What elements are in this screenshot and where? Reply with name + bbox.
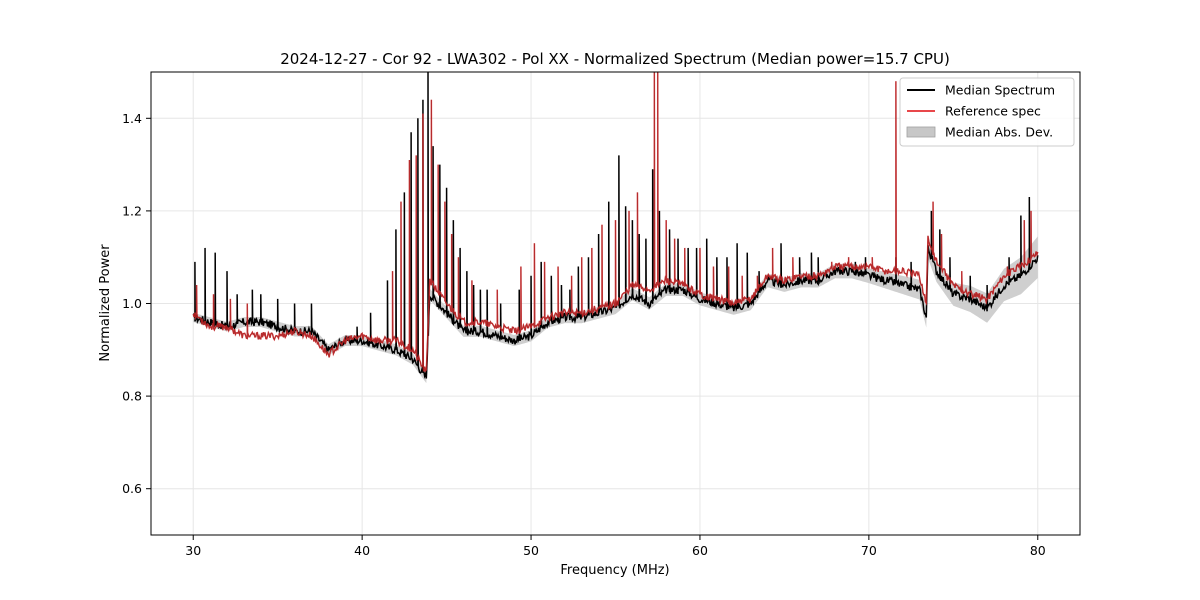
y-tick-label: 0.6 [122, 481, 142, 496]
legend-swatch [906, 126, 936, 138]
x-tick-label: 80 [1030, 543, 1046, 558]
y-tick-label: 1.4 [122, 111, 142, 126]
y-tick-label: 0.8 [122, 389, 142, 404]
x-axis-ticks: 30 40 50 60 70 80 [185, 535, 1046, 558]
x-tick-label: 70 [861, 543, 877, 558]
x-tick-label: 50 [523, 543, 539, 558]
x-axis-label: Frequency (MHz) [560, 563, 669, 578]
series-reference-overlap [192, 72, 1039, 373]
y-tick-label: 1.2 [122, 203, 142, 218]
legend-label: Median Spectrum [945, 83, 1055, 98]
y-tick-label: 1.0 [122, 296, 142, 311]
legend-label: Median Abs. Dev. [945, 125, 1053, 140]
legend: Median Spectrum Reference spec Median Abs.… [899, 77, 1075, 147]
plot-area [192, 72, 1039, 384]
legend-box [899, 77, 1075, 147]
y-axis-ticks: 0.6 0.8 1.0 1.2 1.4 [122, 111, 151, 496]
chart-title: 2024-12-27 - Cor 92 - LWA302 - Pol XX - … [280, 50, 950, 68]
legend-label: Reference spec [945, 104, 1041, 119]
series-layer [192, 72, 1039, 380]
y-axis-label: Normalized Power [98, 244, 113, 362]
x-tick-label: 60 [692, 543, 708, 558]
x-tick-label: 40 [354, 543, 370, 558]
x-tick-label: 30 [185, 543, 201, 558]
